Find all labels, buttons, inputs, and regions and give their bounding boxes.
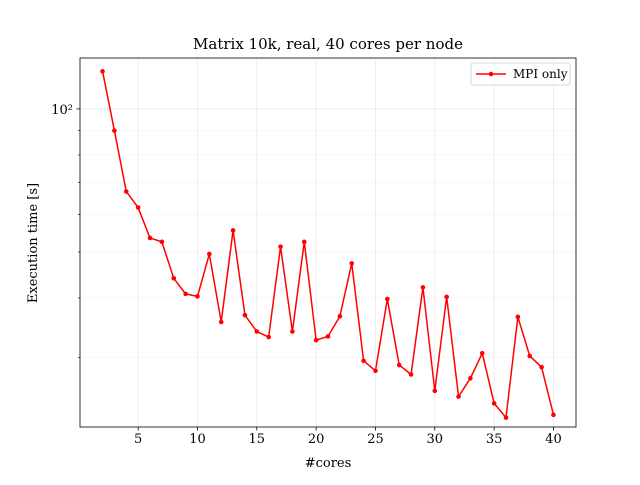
data-point xyxy=(147,235,153,241)
data-point xyxy=(349,261,355,266)
series-layer xyxy=(100,69,556,420)
grid-lines xyxy=(80,58,576,427)
data-point xyxy=(456,394,461,399)
data-point xyxy=(361,358,366,364)
data-point xyxy=(515,314,521,320)
x-tick-label: 15 xyxy=(249,432,266,447)
legend: MPI only xyxy=(470,62,571,86)
data-point xyxy=(385,296,390,302)
data-point xyxy=(183,291,188,297)
legend-box xyxy=(470,62,571,86)
data-point xyxy=(218,319,224,325)
x-axis-label: #cores xyxy=(305,456,352,471)
data-point xyxy=(325,334,331,339)
data-point xyxy=(230,228,236,233)
data-point xyxy=(171,275,177,281)
data-point xyxy=(100,69,105,74)
axis-ticks: 5 10 15 20 25 30 35 40 10² xyxy=(51,103,561,447)
data-point xyxy=(207,251,212,257)
plot-frame xyxy=(79,57,577,428)
x-tick-label: 10 xyxy=(189,432,206,447)
data-point xyxy=(254,329,260,334)
legend-label: MPI only xyxy=(513,67,568,81)
data-point xyxy=(373,368,378,374)
data-point xyxy=(337,313,343,319)
x-tick-label: 30 xyxy=(427,432,444,447)
x-tick-label: 20 xyxy=(308,432,325,447)
data-point xyxy=(242,312,248,318)
x-tick-label: 40 xyxy=(545,432,562,447)
legend-marker-swatch xyxy=(488,71,494,77)
data-point xyxy=(444,294,449,300)
data-point xyxy=(195,294,200,299)
data-point xyxy=(313,337,319,343)
data-point xyxy=(301,239,307,245)
x-tick-label: 35 xyxy=(486,432,503,447)
data-point xyxy=(408,372,414,377)
data-point xyxy=(539,364,544,370)
data-point xyxy=(123,189,129,194)
data-point xyxy=(135,205,141,210)
data-point xyxy=(159,239,165,245)
data-point xyxy=(290,329,295,334)
x-tick-label: 25 xyxy=(367,432,384,447)
plot-area xyxy=(80,58,576,427)
data-point xyxy=(420,285,426,290)
data-point xyxy=(396,362,402,368)
data-point xyxy=(527,353,533,359)
data-point xyxy=(278,244,283,249)
data-point xyxy=(266,334,271,340)
data-point xyxy=(468,375,473,381)
y-tick-label: 10² xyxy=(51,103,73,118)
chart-title: Matrix 10k, real, 40 cores per node xyxy=(193,35,463,53)
x-tick-label: 5 xyxy=(134,432,142,447)
data-point xyxy=(491,401,497,406)
data-point xyxy=(432,388,438,394)
data-point xyxy=(479,350,485,356)
data-point xyxy=(112,128,117,133)
data-point xyxy=(551,412,556,418)
y-axis-label: Execution time [s] xyxy=(26,183,41,303)
data-point xyxy=(503,415,509,420)
